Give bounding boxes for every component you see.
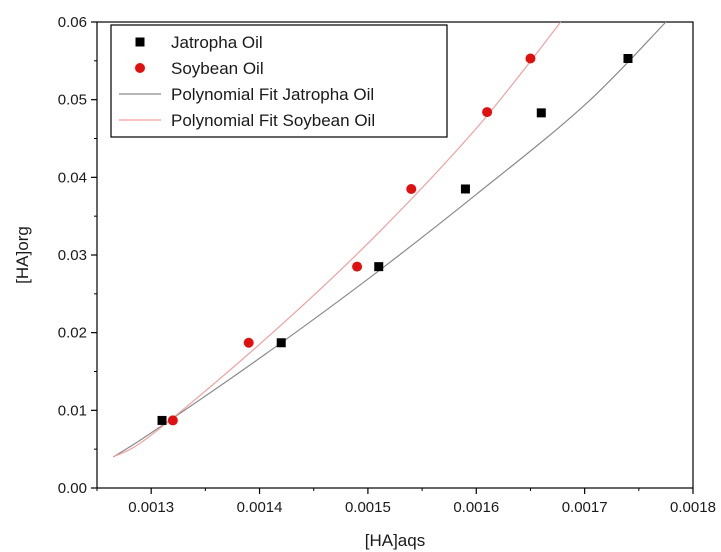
legend-circle-swatch xyxy=(135,63,145,73)
data-point-square xyxy=(536,108,546,118)
data-point-square xyxy=(374,262,384,272)
data-point-circle xyxy=(352,261,363,272)
data-point-square xyxy=(276,338,286,348)
legend-square-swatch xyxy=(135,37,145,47)
x-tick-label: 0.0014 xyxy=(237,499,283,516)
legend-box xyxy=(110,24,448,138)
x-tick-label: 0.0017 xyxy=(562,499,608,516)
legend: Jatropha Oil Soybean Oil Polynomial Fit Ja… xyxy=(110,24,448,138)
axis-ticks: 0.0013 0.0014 0.0015 0.0016 0.0017 0.0018 0.00… xyxy=(58,14,716,516)
data-point-square xyxy=(460,184,470,194)
legend-entry-label: Polynomial Fit Jatropha Oil xyxy=(171,85,374,104)
data-point-circle xyxy=(525,53,536,64)
legend-entry-label: Soybean Oil xyxy=(171,59,264,78)
data-point-circle xyxy=(406,183,417,194)
data-point-circle xyxy=(243,337,254,348)
legend-entry-label: Polynomial Fit Soybean Oil xyxy=(171,111,375,130)
data-point-square xyxy=(157,415,167,425)
data-point-circle xyxy=(482,107,493,118)
y-tick-label: 0.03 xyxy=(58,247,87,264)
data-points xyxy=(157,53,633,426)
x-tick-label: 0.0018 xyxy=(670,499,716,516)
data-point-circle xyxy=(167,415,178,426)
x-axis-title: [HA]aqs xyxy=(365,531,425,550)
x-tick-label: 0.0016 xyxy=(453,499,499,516)
legend-entry-label: Jatropha Oil xyxy=(171,33,263,52)
y-tick-label: 0.00 xyxy=(58,480,87,497)
y-tick-label: 0.01 xyxy=(58,402,87,419)
y-tick-label: 0.02 xyxy=(58,325,87,342)
x-tick-label: 0.0013 xyxy=(128,499,174,516)
x-tick-label: 0.0015 xyxy=(345,499,391,516)
data-point-square xyxy=(623,54,633,64)
y-axis-title: [HA]org xyxy=(13,226,32,284)
y-tick-label: 0.05 xyxy=(58,92,87,109)
y-tick-label: 0.04 xyxy=(58,169,87,186)
y-tick-label: 0.06 xyxy=(58,14,87,31)
